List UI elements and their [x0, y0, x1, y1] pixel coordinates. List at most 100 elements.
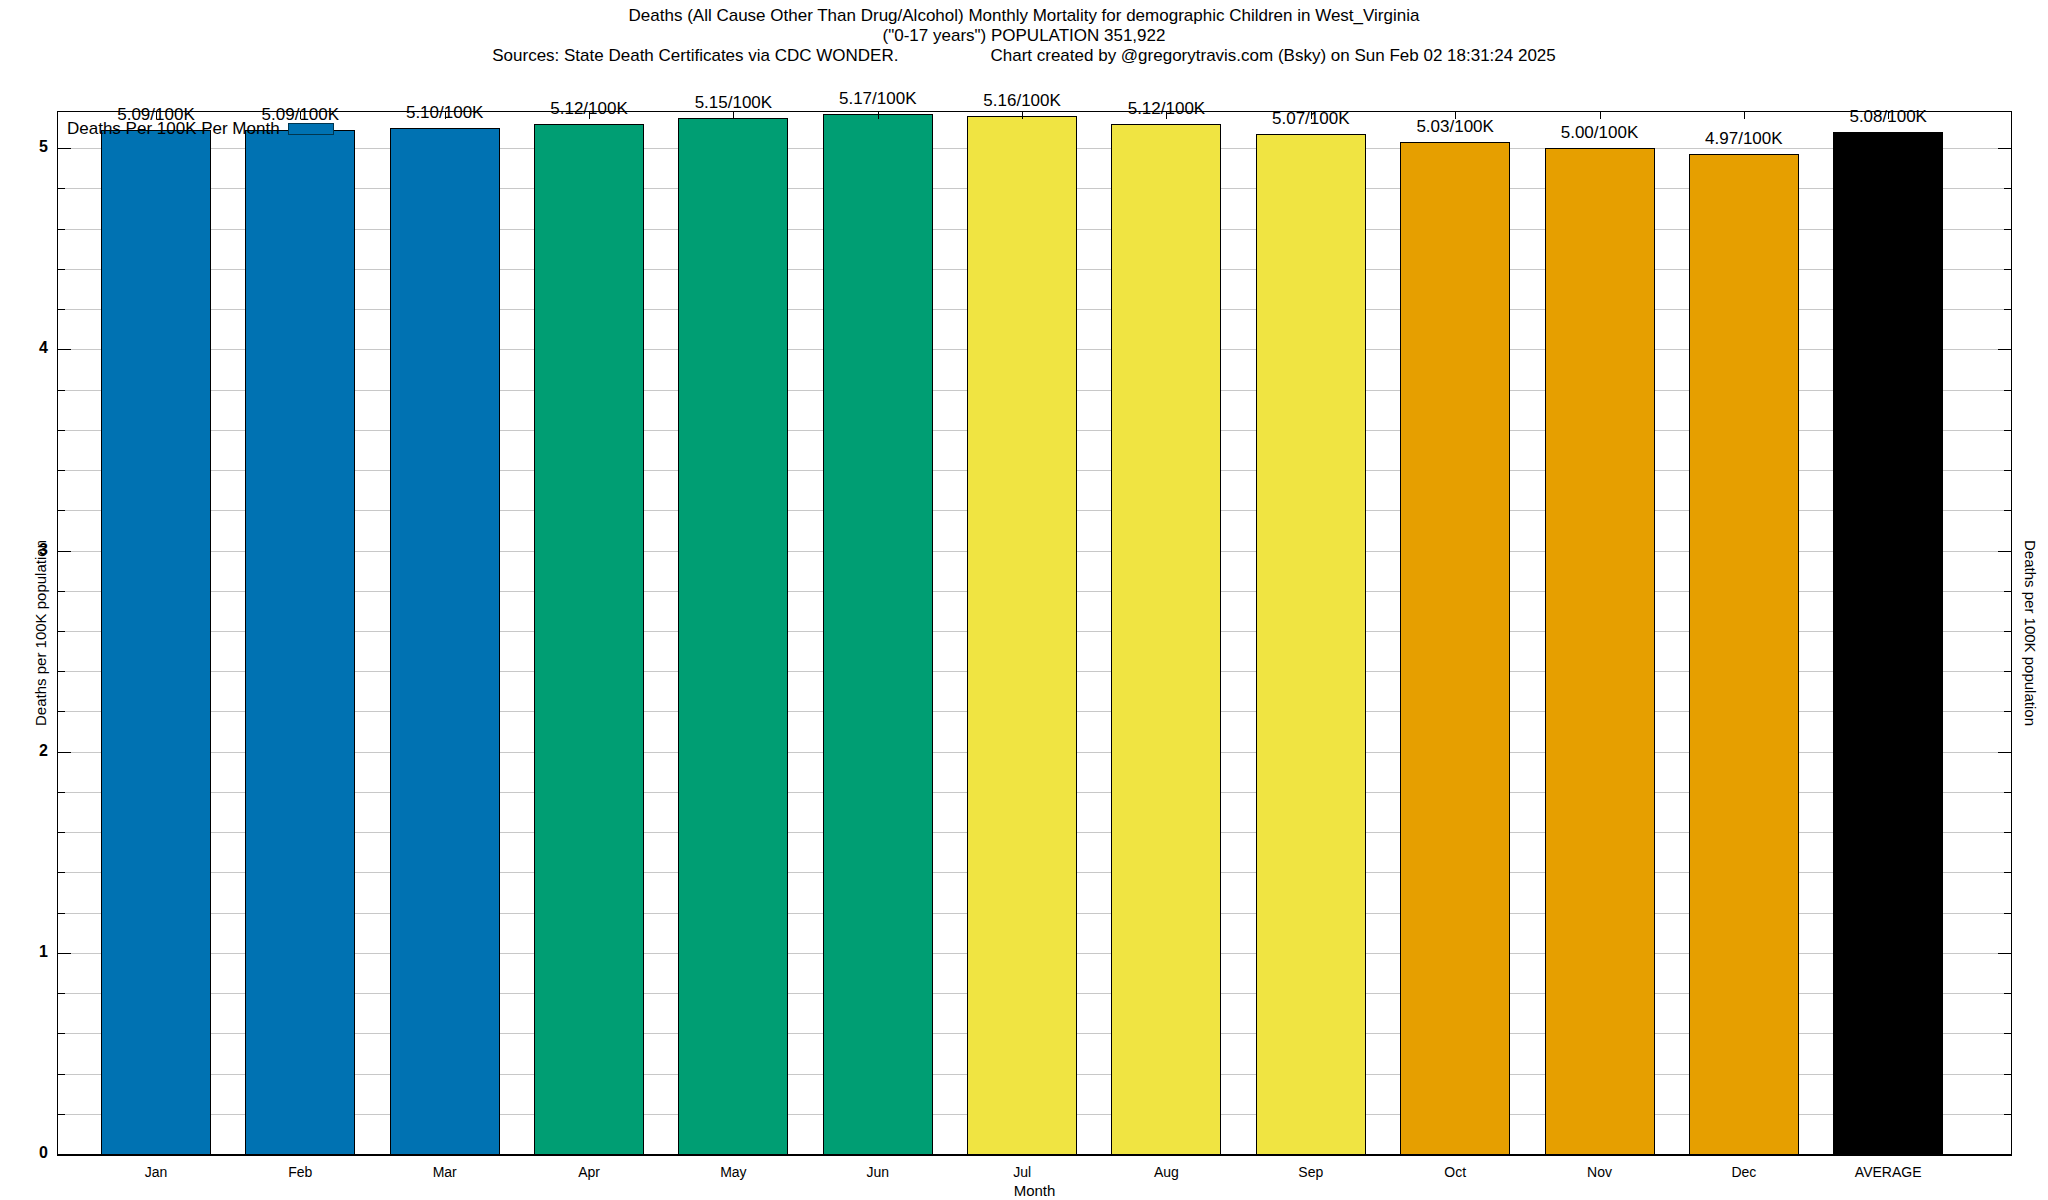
legend-swatch-icon: [288, 123, 334, 135]
y-tick-right: [2004, 832, 2011, 833]
y-tick-right: [2004, 1033, 2011, 1034]
x-tick-top: [1888, 112, 1889, 119]
y-tick-left: [58, 591, 65, 592]
x-tick-top: [589, 112, 590, 119]
x-tick-top: [733, 112, 734, 119]
y-tick-right: [1998, 349, 2011, 350]
x-tick-label-apr: Apr: [509, 1164, 669, 1180]
y-tick-left: [58, 309, 65, 310]
y-tick-right: [2004, 913, 2011, 914]
y-tick-left: [58, 631, 65, 632]
bar-apr: [534, 124, 644, 1154]
x-tick-top: [1311, 112, 1312, 119]
y-tick-right: [2004, 309, 2011, 310]
y-tick-label: 0: [4, 1144, 48, 1162]
bar-nov: [1545, 148, 1655, 1154]
chart-subtitle-row: Sources: State Death Certificates via CD…: [0, 46, 2048, 66]
y-tick-right: [2004, 1114, 2011, 1115]
y-tick-right: [2004, 269, 2011, 270]
x-tick-label-mar: Mar: [365, 1164, 525, 1180]
y-tick-left: [58, 752, 71, 753]
bar-oct: [1400, 142, 1510, 1154]
y-tick-right: [2004, 390, 2011, 391]
y-tick-left: [58, 711, 65, 712]
y-tick-left: [58, 430, 65, 431]
x-tick-label-nov: Nov: [1520, 1164, 1680, 1180]
x-tick-label-jul: Jul: [942, 1164, 1102, 1180]
bar-value-label-oct: 5.03/100K: [1375, 117, 1535, 137]
y-tick-left: [58, 1033, 65, 1034]
bar-value-label-jul: 5.16/100K: [942, 91, 1102, 111]
x-tick-top: [156, 112, 157, 119]
bar-average: [1833, 132, 1943, 1154]
bar-jul: [967, 116, 1077, 1154]
x-tick-top: [445, 112, 446, 119]
bar-value-label-dec: 4.97/100K: [1664, 129, 1824, 149]
y-tick-left: [58, 913, 65, 914]
x-tick-top: [1455, 112, 1456, 119]
bar-value-label-jun: 5.17/100K: [798, 89, 958, 109]
y-tick-right: [2004, 430, 2011, 431]
y-tick-label: 1: [4, 943, 48, 961]
bar-dec: [1689, 154, 1799, 1154]
legend-label: Deaths Per 100K Per Month: [67, 119, 280, 139]
y-tick-left: [58, 510, 65, 511]
y-tick-left: [58, 953, 71, 954]
bar-mar: [390, 128, 500, 1154]
y-tick-left: [58, 832, 65, 833]
bar-feb: [245, 130, 355, 1154]
x-tick-top: [1600, 112, 1601, 119]
chart-title-line2: ("0-17 years") POPULATION 351,922: [0, 26, 2048, 46]
sources-text: Sources: State Death Certificates via CD…: [492, 46, 898, 66]
y-tick-right: [2004, 470, 2011, 471]
y-tick-left: [58, 269, 65, 270]
chart-title-line1: Deaths (All Cause Other Than Drug/Alcoho…: [0, 6, 2048, 26]
y-tick-left: [58, 551, 71, 552]
y-axis-label-left: Deaths per 100K population: [32, 540, 49, 726]
x-tick-label-oct: Oct: [1375, 1164, 1535, 1180]
y-tick-right: [2004, 229, 2011, 230]
y-tick-label: 3: [4, 541, 48, 559]
bar-value-label-may: 5.15/100K: [653, 93, 813, 113]
x-tick-label-aug: Aug: [1086, 1164, 1246, 1180]
y-tick-right: [2004, 993, 2011, 994]
y-axis-label-right: Deaths per 100K population: [2023, 540, 2040, 726]
y-tick-left: [58, 1074, 65, 1075]
y-tick-label: 4: [4, 339, 48, 357]
y-tick-left: [58, 390, 65, 391]
bar-jan: [101, 130, 211, 1154]
y-tick-right: [1998, 551, 2011, 552]
y-tick-left: [58, 872, 65, 873]
y-tick-right: [2004, 1074, 2011, 1075]
y-tick-right: [1998, 148, 2011, 149]
x-axis-label: Month: [58, 1182, 2011, 1199]
bar-aug: [1111, 124, 1221, 1154]
y-tick-right: [2004, 872, 2011, 873]
y-tick-left: [58, 792, 65, 793]
x-tick-label-average: AVERAGE: [1808, 1164, 1968, 1180]
y-tick-left: [58, 1114, 65, 1115]
x-tick-top: [1022, 112, 1023, 119]
y-tick-left: [58, 671, 65, 672]
y-tick-right: [2004, 188, 2011, 189]
chart-header: Deaths (All Cause Other Than Drug/Alcoho…: [0, 6, 2048, 66]
y-tick-left: [58, 349, 71, 350]
y-tick-left: [58, 470, 65, 471]
x-tick-label-jun: Jun: [798, 1164, 958, 1180]
bar-jun: [823, 114, 933, 1154]
y-tick-right: [2004, 510, 2011, 511]
bar-value-label-nov: 5.00/100K: [1520, 123, 1680, 143]
x-tick-label-dec: Dec: [1664, 1164, 1824, 1180]
legend: Deaths Per 100K Per Month: [67, 119, 334, 139]
x-tick-top: [1744, 112, 1745, 119]
y-tick-left: [58, 188, 65, 189]
x-tick-label-jan: Jan: [76, 1164, 236, 1180]
x-tick-label-feb: Feb: [220, 1164, 380, 1180]
credit-text: Chart created by @gregorytravis.com (Bsk…: [990, 46, 1555, 66]
bar-may: [678, 118, 788, 1154]
y-tick-right: [1998, 752, 2011, 753]
y-tick-right: [2004, 631, 2011, 632]
y-tick-left: [58, 229, 65, 230]
x-tick-top: [300, 112, 301, 119]
y-tick-right: [2004, 671, 2011, 672]
